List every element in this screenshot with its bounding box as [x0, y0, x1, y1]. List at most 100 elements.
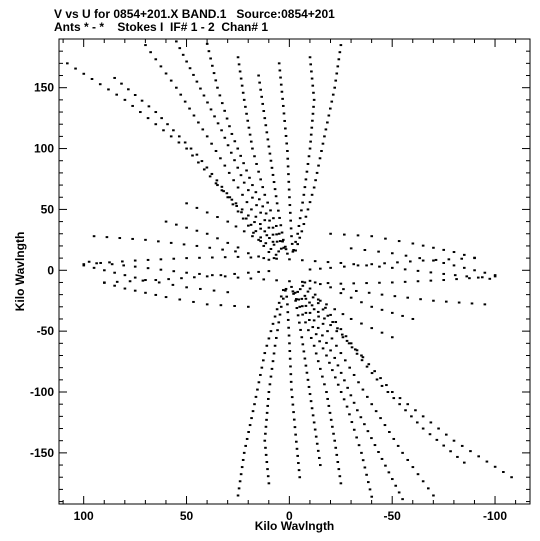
uv-point: [339, 261, 343, 264]
uv-point: [411, 317, 415, 320]
uv-point: [154, 279, 158, 282]
uv-point: [321, 347, 325, 350]
uv-point: [264, 425, 268, 428]
uv-point: [361, 388, 365, 391]
uv-point: [345, 405, 349, 408]
uv-point: [287, 334, 291, 337]
uv-point: [301, 280, 304, 283]
uv-point: [452, 251, 456, 254]
uv-point: [235, 204, 238, 207]
uv-point: [192, 300, 195, 303]
uv-point: [255, 162, 258, 165]
uv-point: [90, 77, 94, 80]
uv-point: [284, 134, 288, 137]
uv-point: [275, 233, 278, 236]
uv-point: [286, 165, 290, 168]
uv-point: [159, 65, 163, 68]
uv-point: [416, 280, 420, 283]
uv-point: [336, 327, 339, 330]
uv-point: [308, 393, 312, 396]
uv-point: [222, 190, 225, 193]
uv-point: [260, 366, 264, 369]
uv-point: [262, 244, 266, 247]
uv-point: [428, 433, 432, 436]
uv-point: [408, 260, 412, 263]
uv-point: [159, 268, 163, 271]
uv-point: [401, 314, 404, 317]
uv-point: [244, 444, 247, 447]
uv-point: [289, 365, 292, 368]
uv-point: [363, 466, 367, 469]
uv-point: [275, 202, 279, 205]
uv-point: [267, 337, 271, 340]
uv-point: [330, 100, 334, 103]
uv-point: [403, 268, 407, 271]
uv-point: [267, 270, 271, 273]
uv-point: [360, 301, 363, 304]
uv-point: [146, 267, 150, 270]
uv-point: [485, 460, 489, 463]
uv-point: [390, 281, 394, 284]
uv-point: [254, 230, 258, 233]
uv-point: [182, 243, 186, 246]
uv-point: [169, 135, 173, 138]
uv-point: [314, 179, 317, 182]
uv-point: [229, 151, 233, 154]
uv-point: [452, 264, 456, 267]
uv-point: [131, 237, 134, 240]
uv-point: [259, 227, 262, 230]
uv-point: [294, 249, 297, 252]
uv-point: [216, 122, 220, 125]
uv-point: [266, 201, 269, 204]
uv-point: [95, 262, 98, 265]
uv-point: [250, 417, 253, 420]
uv-point: [403, 280, 407, 283]
uv-point: [272, 243, 276, 246]
uv-point: [410, 415, 413, 418]
uv-point: [434, 258, 438, 261]
uv-point: [251, 410, 255, 413]
uv-point: [312, 98, 316, 101]
uv-point: [164, 72, 168, 75]
uv-point: [368, 488, 372, 491]
uv-point: [264, 432, 267, 435]
uv-point: [251, 235, 254, 238]
uv-point: [317, 164, 320, 167]
uv-point: [278, 216, 281, 219]
uv-point: [310, 70, 313, 73]
uv-point: [370, 263, 374, 266]
uv-point: [249, 256, 253, 259]
uv-point: [185, 60, 188, 63]
uv-point: [199, 287, 202, 290]
uv-point: [245, 169, 248, 172]
uv-point: [421, 480, 425, 483]
uv-point: [319, 267, 322, 270]
uv-point: [301, 284, 305, 287]
uv-point: [274, 253, 278, 256]
uv-point: [283, 119, 286, 122]
uv-point: [87, 260, 91, 263]
chart-subtitle: Ants * - * Stokes I IF# 1 - 2 Chan# 1: [54, 20, 269, 34]
uv-point: [195, 206, 199, 209]
uv-point: [360, 322, 363, 325]
uv-point: [211, 256, 214, 259]
uv-point: [274, 195, 278, 198]
uv-point: [259, 211, 262, 214]
uv-point: [277, 209, 280, 212]
uv-point: [352, 428, 356, 431]
uv-point: [166, 123, 169, 126]
uv-point: [240, 466, 244, 469]
uv-point: [66, 62, 69, 65]
uv-point: [493, 274, 497, 277]
uv-point: [276, 329, 279, 332]
uv-point: [261, 186, 265, 189]
uv-point: [326, 282, 330, 285]
uv-point: [312, 308, 316, 311]
uv-point: [247, 252, 250, 255]
uv-point: [239, 473, 243, 476]
uv-point: [220, 102, 224, 105]
uv-point: [264, 242, 268, 245]
uv-point: [193, 276, 196, 279]
uv-point: [197, 121, 200, 124]
